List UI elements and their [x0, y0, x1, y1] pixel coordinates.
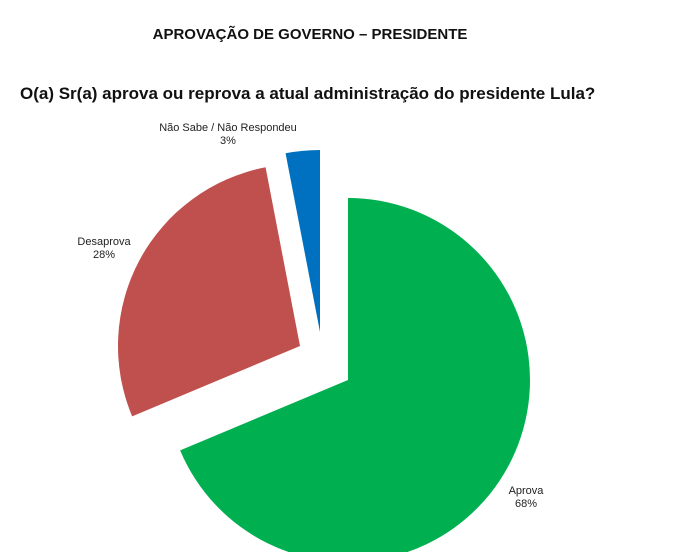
slice-value-aprova: 68% [515, 498, 537, 510]
chart-header: APROVAÇÃO DE GOVERNO – PRESIDENTE [152, 26, 468, 43]
pie-slice-aprova [180, 198, 530, 552]
chart-question: O(a) Sr(a) aprova ou reprova a atual adm… [20, 84, 596, 103]
slice-label-aprova: Aprova [509, 485, 545, 497]
pie-slice-desaprova [117, 167, 300, 417]
pie-slice-n-o-sabe-n-o-respondeu [285, 150, 320, 332]
slice-label-desaprova: Desaprova [77, 236, 131, 248]
slice-value-desaprova: 28% [93, 249, 115, 261]
slice-value-n-o-sabe-n-o-respondeu: 3% [220, 135, 236, 147]
slice-label-n-o-sabe-n-o-respondeu: Não Sabe / Não Respondeu [159, 122, 297, 134]
